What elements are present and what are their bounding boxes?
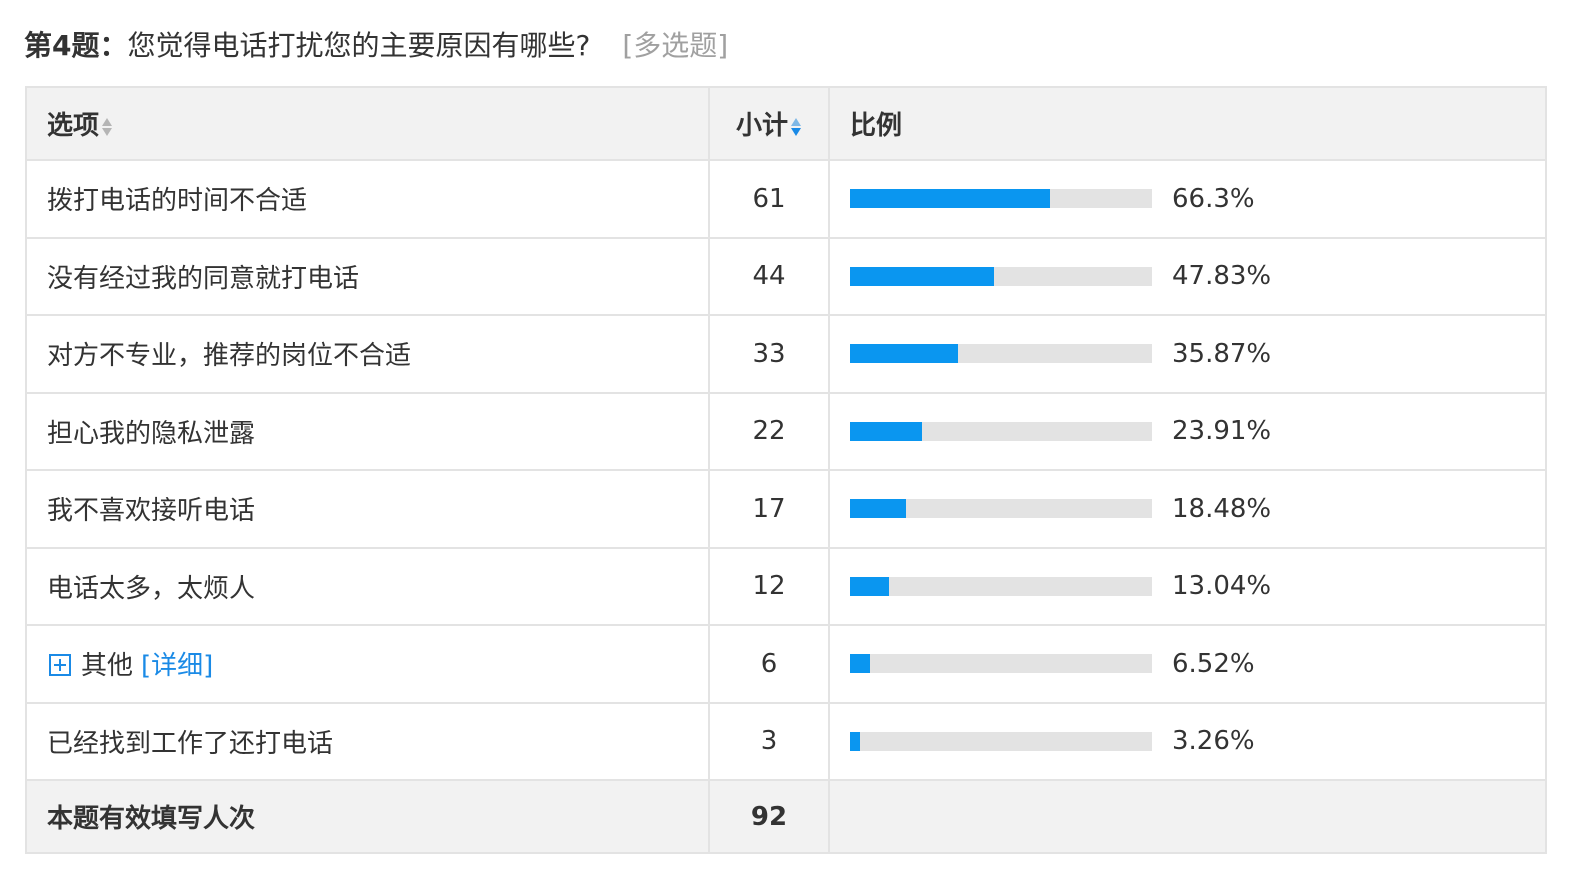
progress-bar-fill <box>850 731 860 751</box>
header-option[interactable]: 选项 <box>25 86 710 161</box>
ratio-cell: 18.48% <box>828 469 1547 549</box>
total-label: 本题有效填写人次 <box>25 779 710 854</box>
count-cell: 33 <box>708 314 830 394</box>
progress-bar-fill <box>850 576 890 596</box>
sort-arrows-icon[interactable] <box>790 116 802 138</box>
count-cell: 6 <box>708 624 830 704</box>
option-label: 电话太多，太烦人 <box>47 573 256 604</box>
header-ratio-label: 比例 <box>850 111 903 141</box>
count-cell: 3 <box>708 701 830 781</box>
total-empty-cell <box>828 779 1547 854</box>
total-count: 92 <box>708 779 830 854</box>
percent-label: 6.52% <box>1172 648 1255 679</box>
total-row: 本题有效填写人次 92 <box>25 779 1547 854</box>
progress-bar-fill <box>850 344 959 364</box>
progress-bar-track <box>850 421 1152 441</box>
option-label: 其他 <box>81 651 134 682</box>
plus-square-icon[interactable] <box>49 654 71 677</box>
option-label: 已经找到工作了还打电话 <box>47 728 334 759</box>
option-cell: 其他 [详细] <box>25 624 710 704</box>
option-label: 拨打电话的时间不合适 <box>47 186 308 217</box>
percent-label: 3.26% <box>1172 726 1255 757</box>
option-label: 我不喜欢接听电话 <box>47 496 256 527</box>
progress-bar-fill <box>850 654 870 674</box>
ratio-cell: 66.3% <box>828 159 1547 239</box>
progress-bar-track <box>850 344 1152 364</box>
table-row: 没有经过我的同意就打电话 44 47.83% <box>25 236 1547 316</box>
count-cell: 44 <box>708 236 830 316</box>
table-row: 电话太多，太烦人 12 13.04% <box>25 546 1547 626</box>
count-cell: 22 <box>708 391 830 471</box>
option-cell: 我不喜欢接听电话 <box>25 469 710 549</box>
option-label: 对方不专业，推荐的岗位不合适 <box>47 341 412 372</box>
table-row: 担心我的隐私泄露 22 23.91% <box>25 391 1547 471</box>
progress-bar-track <box>850 731 1152 751</box>
table-row: 对方不专业，推荐的岗位不合适 33 35.87% <box>25 314 1547 394</box>
option-cell: 担心我的隐私泄露 <box>25 391 710 471</box>
ratio-cell: 47.83% <box>828 236 1547 316</box>
question-title: 第4题： 您觉得电话打扰您的主要原因有哪些? [多选题] <box>24 22 728 66</box>
count-cell: 61 <box>708 159 830 239</box>
progress-bar-track <box>850 499 1152 519</box>
ratio-cell: 13.04% <box>828 546 1547 626</box>
header-ratio: 比例 <box>828 86 1547 161</box>
option-cell: 没有经过我的同意就打电话 <box>25 236 710 316</box>
header-count-label: 小计 <box>735 111 788 141</box>
table-row: 拨打电话的时间不合适 61 66.3% <box>25 159 1547 239</box>
ratio-cell: 3.26% <box>828 701 1547 781</box>
sort-arrows-icon[interactable] <box>101 116 113 138</box>
progress-bar-fill <box>850 266 995 286</box>
percent-label: 18.48% <box>1172 493 1272 524</box>
percent-label: 23.91% <box>1172 416 1272 447</box>
percent-label: 35.87% <box>1172 338 1272 369</box>
option-cell: 拨打电话的时间不合适 <box>25 159 710 239</box>
ratio-cell: 35.87% <box>828 314 1547 394</box>
option-cell: 已经找到工作了还打电话 <box>25 701 710 781</box>
detail-link[interactable]: [详细] <box>141 651 214 682</box>
ratio-cell: 23.91% <box>828 391 1547 471</box>
option-cell: 对方不专业，推荐的岗位不合适 <box>25 314 710 394</box>
progress-bar-track <box>850 576 1152 596</box>
question-type-label: [多选题] <box>622 29 729 62</box>
question-number: 第4题： <box>24 29 128 62</box>
table-row: 我不喜欢接听电话 17 18.48% <box>25 469 1547 549</box>
percent-label: 47.83% <box>1172 261 1272 292</box>
table-row: 已经找到工作了还打电话 3 3.26% <box>25 701 1547 781</box>
progress-bar-fill <box>850 499 906 519</box>
progress-bar-track <box>850 266 1152 286</box>
progress-bar-track <box>850 654 1152 674</box>
percent-label: 66.3% <box>1172 183 1255 214</box>
header-option-label: 选项 <box>47 111 100 141</box>
option-cell: 电话太多，太烦人 <box>25 546 710 626</box>
progress-bar-fill <box>850 189 1051 209</box>
header-count[interactable]: 小计 <box>708 86 830 161</box>
percent-label: 13.04% <box>1172 571 1272 602</box>
count-cell: 17 <box>708 469 830 549</box>
progress-bar-fill <box>850 421 923 441</box>
table-header-row: 选项 小计 比例 <box>25 86 1547 161</box>
progress-bar-track <box>850 189 1152 209</box>
table-row: 其他 [详细] 6 6.52% <box>25 624 1547 704</box>
count-cell: 12 <box>708 546 830 626</box>
option-label: 没有经过我的同意就打电话 <box>47 263 360 294</box>
question-text: 您觉得电话打扰您的主要原因有哪些? <box>127 29 591 62</box>
ratio-cell: 6.52% <box>828 624 1547 704</box>
option-label: 担心我的隐私泄露 <box>47 418 256 449</box>
results-table: 选项 小计 比例 拨打电话的时间不合适 61 66.3% 没有经过我的同意就打电话 44… <box>25 86 1547 854</box>
